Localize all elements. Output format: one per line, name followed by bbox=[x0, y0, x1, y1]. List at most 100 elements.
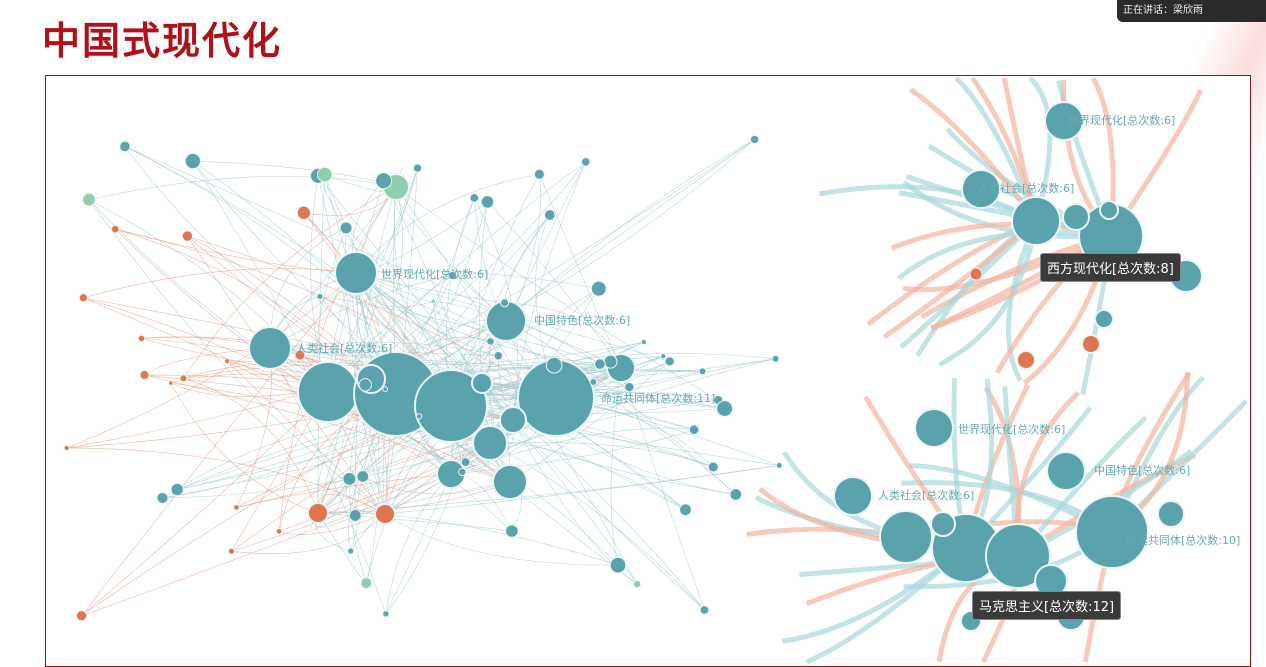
graph-node[interactable] bbox=[1099, 200, 1119, 220]
graph-node[interactable] bbox=[156, 491, 169, 505]
graph-node[interactable] bbox=[486, 337, 495, 346]
graph-node[interactable] bbox=[414, 369, 488, 443]
graph-node[interactable] bbox=[1016, 350, 1036, 370]
graph-node[interactable] bbox=[594, 358, 606, 370]
graph-node[interactable] bbox=[170, 482, 184, 497]
graph-node[interactable] bbox=[316, 166, 333, 183]
graph-node[interactable] bbox=[168, 380, 174, 386]
graph-node[interactable] bbox=[356, 470, 370, 483]
graph-node[interactable] bbox=[1081, 334, 1101, 354]
graph-node[interactable] bbox=[589, 378, 598, 386]
graph-node[interactable] bbox=[1046, 451, 1086, 491]
graph-node[interactable] bbox=[382, 610, 390, 618]
graph-node[interactable] bbox=[609, 556, 627, 574]
graph-edge bbox=[355, 270, 599, 290]
graph-node[interactable] bbox=[296, 205, 312, 220]
graph-node[interactable] bbox=[179, 374, 188, 383]
graph-node[interactable] bbox=[1011, 196, 1061, 246]
graph-node[interactable] bbox=[360, 577, 373, 589]
graph-node[interactable] bbox=[749, 134, 760, 145]
graph-node[interactable] bbox=[137, 334, 146, 343]
graph-node[interactable] bbox=[460, 457, 471, 468]
graph-node[interactable] bbox=[224, 358, 231, 365]
graph-node[interactable] bbox=[248, 326, 292, 370]
graph-node[interactable] bbox=[82, 192, 96, 207]
graph-node[interactable] bbox=[334, 251, 378, 295]
node-tooltip: 马克思主义[总次数:12] bbox=[972, 591, 1122, 620]
graph-node[interactable] bbox=[181, 230, 194, 242]
graph-node[interactable] bbox=[679, 503, 692, 517]
graph-node[interactable] bbox=[688, 424, 700, 436]
graph-node[interactable] bbox=[430, 298, 436, 304]
graph-node[interactable] bbox=[78, 293, 88, 303]
graph-node[interactable] bbox=[374, 503, 396, 525]
graph-node[interactable] bbox=[342, 472, 357, 486]
graph-node[interactable] bbox=[985, 523, 1051, 589]
graph-node[interactable] bbox=[640, 339, 647, 346]
graph-node[interactable] bbox=[382, 386, 389, 393]
graph-node[interactable] bbox=[471, 372, 493, 394]
graph-edge bbox=[183, 378, 319, 514]
graph-node[interactable] bbox=[590, 280, 607, 297]
graph-node[interactable] bbox=[469, 193, 480, 203]
graph-node[interactable] bbox=[833, 476, 873, 516]
graph-node[interactable] bbox=[879, 510, 933, 564]
graph-node[interactable] bbox=[297, 361, 359, 423]
graph-node[interactable] bbox=[233, 504, 240, 511]
graph-node[interactable] bbox=[914, 408, 954, 448]
graph-node[interactable] bbox=[499, 406, 527, 434]
graph-node[interactable] bbox=[492, 464, 528, 500]
graph-node[interactable] bbox=[961, 169, 1001, 209]
graph-node[interactable] bbox=[294, 349, 306, 361]
graph-node[interactable] bbox=[716, 400, 734, 417]
graph-node[interactable] bbox=[505, 524, 519, 538]
graph-node[interactable] bbox=[543, 209, 556, 221]
graph-node[interactable] bbox=[415, 413, 423, 420]
graph-node[interactable] bbox=[771, 354, 780, 363]
graph-node[interactable] bbox=[1094, 309, 1114, 329]
graph-node[interactable] bbox=[75, 610, 88, 622]
graph-node[interactable] bbox=[339, 221, 353, 235]
graph-node[interactable] bbox=[1044, 101, 1084, 141]
graph-node[interactable] bbox=[698, 367, 707, 376]
graph-node[interactable] bbox=[545, 356, 563, 374]
graph-node[interactable] bbox=[119, 140, 131, 153]
graph-node[interactable] bbox=[375, 172, 393, 190]
graph-node[interactable] bbox=[633, 580, 642, 589]
graph-node[interactable] bbox=[110, 224, 120, 234]
graph-node[interactable] bbox=[316, 293, 324, 300]
graph-node[interactable] bbox=[275, 527, 283, 535]
network-graph[interactable]: 世界现代化[总次数:6] 中国特色[总次数:6] 人类社会[总次数:6] 命运共… bbox=[46, 76, 1250, 666]
graph-node[interactable] bbox=[307, 502, 329, 524]
graph-node[interactable] bbox=[729, 488, 743, 501]
graph-node[interactable] bbox=[533, 168, 545, 180]
graph-node[interactable] bbox=[447, 270, 458, 281]
graph-node[interactable] bbox=[184, 152, 201, 170]
graph-node[interactable] bbox=[1062, 203, 1090, 231]
graph-node[interactable] bbox=[412, 163, 423, 173]
graph-node[interactable] bbox=[1075, 495, 1149, 569]
graph-node[interactable] bbox=[63, 444, 70, 452]
graph-edge bbox=[231, 442, 491, 552]
graph-node[interactable] bbox=[624, 381, 635, 393]
graph-node[interactable] bbox=[775, 461, 783, 469]
graph-node[interactable] bbox=[660, 353, 667, 360]
graph-node[interactable] bbox=[664, 356, 675, 367]
graph-node[interactable] bbox=[458, 467, 467, 477]
graph-node[interactable] bbox=[1157, 500, 1185, 528]
graph-node[interactable] bbox=[139, 370, 150, 381]
graph-node[interactable] bbox=[347, 547, 355, 555]
graph-node[interactable] bbox=[707, 461, 719, 473]
graph-node[interactable] bbox=[581, 157, 591, 167]
graph-node[interactable] bbox=[493, 351, 504, 361]
graph-node[interactable] bbox=[930, 511, 956, 537]
graph-node[interactable] bbox=[699, 605, 710, 615]
graph-node[interactable] bbox=[500, 298, 510, 308]
graph-node[interactable] bbox=[227, 547, 235, 555]
graph-node[interactable] bbox=[348, 509, 362, 522]
graph-node[interactable] bbox=[969, 267, 983, 281]
graph-node[interactable] bbox=[358, 378, 373, 392]
graph-node[interactable] bbox=[472, 425, 508, 461]
graph-node[interactable] bbox=[603, 354, 618, 369]
graph-node[interactable] bbox=[480, 195, 495, 209]
